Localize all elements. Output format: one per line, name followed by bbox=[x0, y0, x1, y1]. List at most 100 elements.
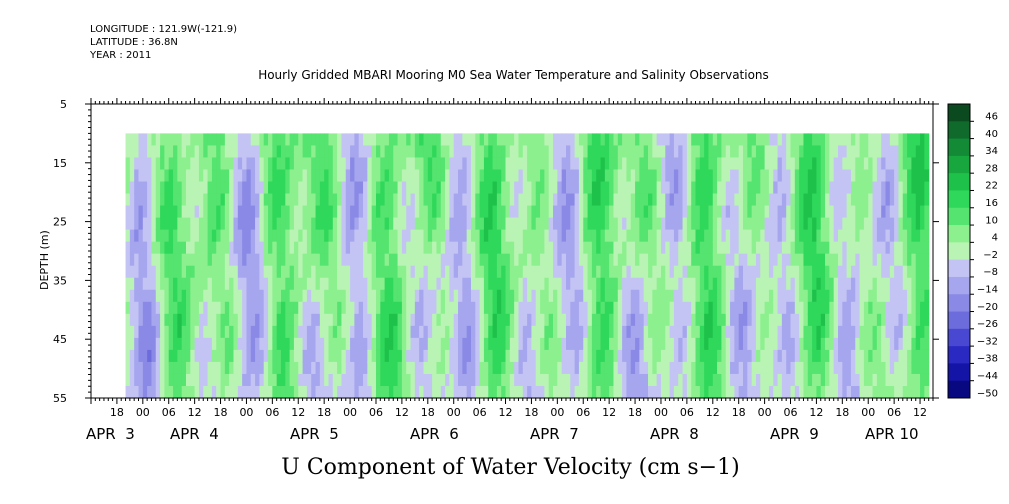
heatmap-cell bbox=[669, 169, 675, 183]
heatmap-cell bbox=[384, 349, 390, 363]
heatmap-cell bbox=[147, 181, 153, 195]
heatmap-cell bbox=[406, 301, 412, 315]
heatmap-cell bbox=[432, 181, 438, 195]
heatmap-cell bbox=[760, 349, 766, 363]
heatmap-cell bbox=[285, 193, 291, 207]
heatmap-cell bbox=[773, 169, 779, 183]
heatmap-cell bbox=[691, 265, 697, 279]
heatmap-cell bbox=[350, 325, 355, 339]
heatmap-cell bbox=[885, 265, 891, 279]
heatmap-cell bbox=[160, 205, 166, 219]
heatmap-cell bbox=[462, 205, 468, 219]
heatmap-cell bbox=[574, 337, 580, 351]
heatmap-cell bbox=[436, 277, 442, 291]
heatmap-cell bbox=[129, 337, 135, 351]
heatmap-cell bbox=[548, 385, 554, 399]
heatmap-cell bbox=[375, 217, 381, 231]
heatmap-cell bbox=[285, 385, 291, 399]
heatmap-cell bbox=[298, 193, 304, 207]
heatmap-cell bbox=[825, 277, 830, 291]
heatmap-cell bbox=[289, 325, 295, 339]
heatmap-cell bbox=[311, 277, 317, 291]
heatmap-cell bbox=[177, 265, 183, 279]
heatmap-cell bbox=[755, 361, 761, 375]
heatmap-cell bbox=[872, 229, 878, 243]
heatmap-cell bbox=[665, 145, 671, 159]
heatmap-cell bbox=[643, 169, 649, 183]
heatmap-cell bbox=[829, 217, 835, 231]
heatmap-cell bbox=[535, 169, 541, 183]
heatmap-cell bbox=[617, 277, 623, 291]
heatmap-cell bbox=[345, 205, 351, 219]
heatmap-cell bbox=[911, 241, 917, 255]
heatmap-cell bbox=[509, 325, 515, 339]
heatmap-cell bbox=[609, 205, 615, 219]
heatmap-cell bbox=[315, 253, 321, 267]
heatmap-cell bbox=[626, 301, 632, 315]
heatmap-cell bbox=[915, 289, 921, 303]
heatmap-cell bbox=[570, 277, 576, 291]
heatmap-cell bbox=[604, 253, 610, 267]
colorbar-label: 46 bbox=[985, 112, 998, 123]
heatmap-cell bbox=[388, 385, 394, 399]
heatmap-cell bbox=[574, 181, 580, 195]
heatmap-cell bbox=[479, 361, 485, 375]
heatmap-cell bbox=[842, 181, 848, 195]
heatmap-cell bbox=[751, 205, 757, 219]
heatmap-cell bbox=[211, 193, 217, 207]
heatmap-cell bbox=[462, 133, 468, 147]
heatmap-cell bbox=[397, 313, 403, 327]
heatmap-cell bbox=[501, 265, 507, 279]
heatmap-cell bbox=[475, 157, 481, 171]
heatmap-cell bbox=[129, 253, 135, 267]
heatmap-cell bbox=[673, 181, 679, 195]
heatmap-cell bbox=[544, 169, 550, 183]
heatmap-cell bbox=[876, 337, 882, 351]
heatmap-cell bbox=[341, 349, 347, 363]
heatmap-cell bbox=[635, 229, 640, 243]
heatmap-cell bbox=[302, 277, 308, 291]
heatmap-cell bbox=[738, 133, 744, 147]
heatmap-cell bbox=[825, 385, 830, 399]
heatmap-cell bbox=[807, 241, 813, 255]
heatmap-cell bbox=[397, 217, 403, 231]
heatmap-cell bbox=[652, 253, 658, 267]
heatmap-cell bbox=[764, 325, 770, 339]
heatmap-cell bbox=[337, 277, 343, 291]
heatmap-cell bbox=[902, 145, 908, 159]
heatmap-cell bbox=[535, 133, 541, 147]
heatmap-cell bbox=[207, 289, 213, 303]
heatmap-cell bbox=[155, 289, 161, 303]
heatmap-cell bbox=[648, 253, 653, 267]
heatmap-cell bbox=[410, 289, 416, 303]
heatmap-cell bbox=[531, 145, 537, 159]
heatmap-cell bbox=[622, 349, 628, 363]
heatmap-cell bbox=[583, 145, 589, 159]
heatmap-cell bbox=[363, 325, 368, 339]
heatmap-cell bbox=[561, 217, 567, 231]
heatmap-cell bbox=[496, 313, 502, 327]
heatmap-cell bbox=[337, 337, 343, 351]
heatmap-cell bbox=[479, 193, 485, 207]
heatmap-cell bbox=[850, 313, 856, 327]
y-tick-label: 15 bbox=[53, 157, 67, 170]
heatmap-cell bbox=[458, 229, 463, 243]
heatmap-cell bbox=[587, 133, 593, 147]
heatmap-cell bbox=[812, 289, 818, 303]
heatmap-cell bbox=[678, 265, 684, 279]
heatmap-cell bbox=[708, 241, 714, 255]
heatmap-cell bbox=[358, 253, 364, 267]
heatmap-cell bbox=[889, 157, 895, 171]
heatmap-cell bbox=[423, 217, 429, 231]
heatmap-cell bbox=[570, 265, 576, 279]
heatmap-cell bbox=[682, 181, 688, 195]
heatmap-cell bbox=[570, 349, 576, 363]
heatmap-cell bbox=[768, 337, 774, 351]
heatmap-cell bbox=[255, 361, 260, 375]
heatmap-cell bbox=[591, 265, 597, 279]
heatmap-cell bbox=[190, 253, 196, 267]
heatmap-cell bbox=[388, 301, 394, 315]
heatmap-cell bbox=[319, 253, 325, 267]
heatmap-cell bbox=[613, 337, 619, 351]
